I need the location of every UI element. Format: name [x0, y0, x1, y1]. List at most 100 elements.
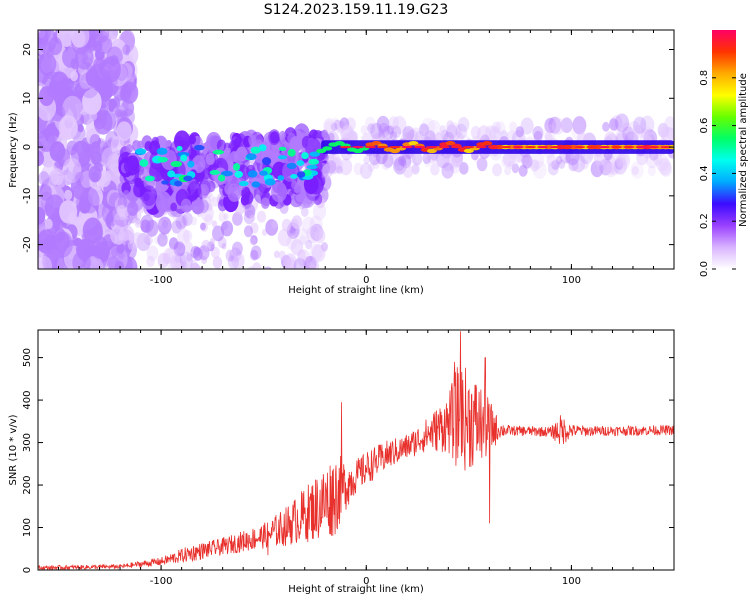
spectrogram-cell: [227, 183, 242, 202]
spectrogram-core: [180, 154, 188, 162]
spectrogram-cell: [484, 125, 497, 141]
spectrogram-cell: [411, 151, 423, 166]
spectrogram-cell: [564, 154, 571, 164]
spectrogram-ridge-peak: [610, 145, 623, 149]
spectrogram-core: [250, 146, 261, 154]
spectrogram-cell: [402, 164, 414, 178]
spectrogram-cell: [236, 146, 248, 162]
snr-xtick-label: 100: [562, 576, 581, 587]
spectrogram-cell: [502, 150, 516, 167]
spectrogram-cell: [204, 214, 213, 226]
spectrogram-cell: [170, 202, 178, 212]
spectrogram-cell: [178, 214, 189, 228]
spectrogram-cell: [38, 206, 46, 225]
spectrogram-cell: [426, 119, 441, 139]
spectrogram-ridge-peak: [647, 145, 660, 149]
spectrogram-cell: [212, 225, 225, 242]
spectrogram-cell: [240, 186, 251, 200]
spectrogram-ridge-peak: [413, 145, 426, 149]
spectrogram-cell: [658, 158, 672, 176]
spectrogram-cell: [367, 123, 376, 134]
spectrogram-ridge-peak: [622, 145, 635, 149]
spectrogram-cell: [111, 35, 118, 44]
spectrogram-core: [220, 170, 233, 177]
spectrogram-cell: [40, 163, 60, 189]
spectrogram-cell: [211, 220, 218, 228]
spectrogram-cell: [52, 231, 73, 258]
spectrogram-cell: [435, 132, 444, 143]
spectrogram-cell: [247, 265, 255, 269]
spectrogram-cell: [291, 215, 303, 230]
spectrogram-cell: [631, 166, 639, 176]
snr-panel: -100 0 100 0 100 200 300 400 500 Height of strai…: [8, 329, 675, 595]
spectrogram-cell: [509, 121, 518, 132]
spectrogram-core: [258, 144, 267, 152]
spectrogram-core: [277, 155, 288, 160]
spectrogram-cell: [422, 152, 431, 164]
spectrogram-cell: [626, 120, 641, 140]
spectrogram-cell: [85, 69, 99, 87]
spectrogram-cell: [128, 269, 134, 277]
spectrogram-cell: [640, 115, 655, 135]
spectrogram-cell: [112, 98, 121, 109]
spectrogram-cell: [441, 152, 456, 172]
spectrogram-ridge-peak: [499, 145, 512, 149]
spectrogram-cell: [156, 218, 162, 226]
snr-ytick-label: 100: [22, 518, 33, 537]
spectrogram-core: [233, 163, 241, 171]
spectrogram-cell: [580, 159, 589, 170]
spectrogram-cell: [630, 161, 644, 179]
spectrogram-cell: [452, 151, 461, 162]
spectrogram-cell: [614, 113, 630, 133]
spectrogram-cell: [613, 162, 623, 174]
spectrogram-cell: [605, 163, 617, 178]
spectrogram-cell: [427, 151, 438, 164]
spectrogram-cell: [146, 245, 159, 262]
spectrogram-core: [177, 151, 190, 158]
spectrogram-cell: [492, 163, 503, 177]
spectrogram-cell: [44, 234, 57, 251]
spectrogram-cell: [189, 264, 201, 269]
spectrogram-cell: [171, 220, 182, 234]
spectrogram-cell: [307, 178, 315, 188]
spectrogram-cell: [217, 199, 228, 212]
snr-series-group: [38, 331, 674, 570]
spectrogram-cell: [645, 150, 660, 169]
spectrogram-cell: [392, 115, 407, 135]
spectrogram-cell: [555, 155, 563, 165]
spectrogram-cell: [613, 156, 628, 175]
spectrogram-cell: [622, 126, 635, 143]
spectrogram-core: [251, 181, 261, 188]
spectrogram-cell: [570, 121, 586, 140]
spectrogram-cell: [499, 130, 509, 142]
spectrogram-xtick-label: 100: [562, 275, 581, 286]
spectrogram-cell: [141, 185, 158, 206]
spectrogram-cell: [123, 155, 140, 176]
spectrogram-core: [174, 180, 183, 187]
spectrogram-cell: [647, 165, 656, 177]
spectrogram-cell: [115, 260, 124, 269]
snr-ytick-label: 400: [22, 391, 33, 410]
spectrogram-cell: [122, 44, 131, 55]
spectrogram-cell: [452, 152, 463, 167]
spectrogram-cell: [330, 117, 341, 131]
colorbar-label: Normalized spectral amplitude: [738, 73, 749, 227]
spectrogram-cell: [410, 127, 422, 142]
spectrogram-cell: [450, 157, 460, 169]
spectrogram-core: [245, 153, 257, 161]
spectrogram-cell: [450, 160, 461, 174]
spectrogram-cell: [365, 116, 376, 131]
spectrogram-cell: [511, 163, 520, 174]
spectrogram-ytick-label: -20: [22, 236, 33, 252]
spectrogram-cell: [232, 253, 245, 269]
spectrogram-cell: [544, 117, 557, 134]
spectrogram-cell: [339, 117, 350, 131]
spectrogram-cell: [440, 129, 449, 141]
spectrogram-cell: [547, 161, 559, 176]
spectrogram-cell: [567, 159, 577, 172]
spectrogram-cell: [386, 125, 395, 135]
spectrogram-cell: [287, 132, 296, 145]
spectrogram-cell: [326, 160, 337, 174]
